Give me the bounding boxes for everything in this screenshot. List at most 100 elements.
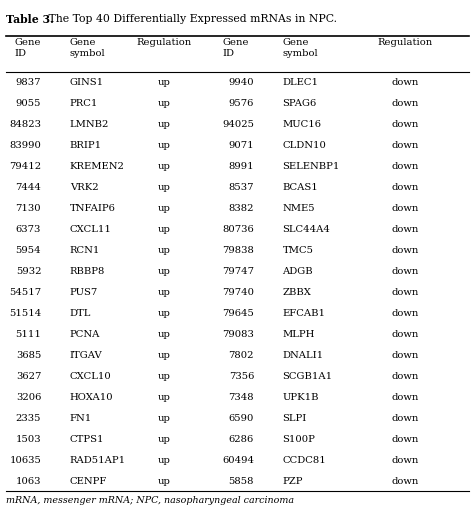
Text: Table 3.: Table 3. — [6, 14, 54, 25]
Text: down: down — [392, 120, 419, 130]
Text: 79838: 79838 — [222, 246, 254, 255]
Text: SLPI: SLPI — [283, 414, 307, 423]
Text: 7348: 7348 — [228, 393, 254, 402]
Text: 9071: 9071 — [228, 141, 254, 150]
Text: 6286: 6286 — [229, 435, 254, 444]
Text: up: up — [158, 309, 171, 318]
Text: down: down — [392, 477, 419, 486]
Text: down: down — [392, 78, 419, 87]
Text: Regulation: Regulation — [137, 38, 192, 47]
Text: 10635: 10635 — [9, 456, 41, 465]
Text: down: down — [392, 414, 419, 423]
Text: 80736: 80736 — [222, 225, 254, 234]
Text: BRIP1: BRIP1 — [70, 141, 102, 150]
Text: ADGB: ADGB — [283, 267, 313, 276]
Text: MLPH: MLPH — [283, 330, 315, 339]
Text: NME5: NME5 — [283, 204, 315, 213]
Text: 94025: 94025 — [222, 120, 254, 130]
Text: HOXA10: HOXA10 — [70, 393, 113, 402]
Text: 5111: 5111 — [15, 330, 41, 339]
Text: up: up — [158, 456, 171, 465]
Text: down: down — [392, 351, 419, 360]
Text: CXCL11: CXCL11 — [70, 225, 111, 234]
Text: down: down — [392, 372, 419, 381]
Text: 79083: 79083 — [222, 330, 254, 339]
Text: 54517: 54517 — [9, 288, 41, 297]
Text: 79412: 79412 — [9, 162, 41, 171]
Text: up: up — [158, 435, 171, 444]
Text: EFCAB1: EFCAB1 — [283, 309, 326, 318]
Text: 3206: 3206 — [16, 393, 41, 402]
Text: 79740: 79740 — [222, 288, 254, 297]
Text: 79645: 79645 — [222, 309, 254, 318]
Text: RAD51AP1: RAD51AP1 — [70, 456, 126, 465]
Text: KREMEN2: KREMEN2 — [70, 162, 125, 171]
Text: 5954: 5954 — [16, 246, 41, 255]
Text: 84823: 84823 — [9, 120, 41, 130]
Text: Regulation: Regulation — [378, 38, 433, 47]
Text: 2335: 2335 — [16, 414, 41, 423]
Text: RBBP8: RBBP8 — [70, 267, 105, 276]
Text: 79747: 79747 — [222, 267, 254, 276]
Text: SCGB1A1: SCGB1A1 — [283, 372, 333, 381]
Text: up: up — [158, 141, 171, 150]
Text: TNFAIP6: TNFAIP6 — [70, 204, 116, 213]
Text: PCNA: PCNA — [70, 330, 100, 339]
Text: down: down — [392, 204, 419, 213]
Text: 7130: 7130 — [16, 204, 41, 213]
Text: DTL: DTL — [70, 309, 91, 318]
Text: up: up — [158, 225, 171, 234]
Text: Gene
ID: Gene ID — [14, 38, 41, 58]
Text: up: up — [158, 99, 171, 108]
Text: 8537: 8537 — [228, 183, 254, 192]
Text: 7356: 7356 — [228, 372, 254, 381]
Text: down: down — [392, 330, 419, 339]
Text: up: up — [158, 414, 171, 423]
Text: up: up — [158, 477, 171, 486]
Text: down: down — [392, 246, 419, 255]
Text: 1063: 1063 — [16, 477, 41, 486]
Text: 7802: 7802 — [228, 351, 254, 360]
Text: up: up — [158, 267, 171, 276]
Text: MUC16: MUC16 — [283, 120, 321, 130]
Text: up: up — [158, 204, 171, 213]
Text: CCDC81: CCDC81 — [283, 456, 326, 465]
Text: down: down — [392, 288, 419, 297]
Text: Gene
symbol: Gene symbol — [70, 38, 105, 58]
Text: 83990: 83990 — [9, 141, 41, 150]
Text: up: up — [158, 78, 171, 87]
Text: The Top 40 Differentially Expressed mRNAs in NPC.: The Top 40 Differentially Expressed mRNA… — [45, 14, 337, 24]
Text: 6590: 6590 — [228, 414, 254, 423]
Text: Gene
ID: Gene ID — [222, 38, 249, 58]
Text: 9576: 9576 — [228, 99, 254, 108]
Text: down: down — [392, 267, 419, 276]
Text: DLEC1: DLEC1 — [283, 78, 319, 87]
Text: DNALI1: DNALI1 — [283, 351, 324, 360]
Text: down: down — [392, 456, 419, 465]
Text: up: up — [158, 162, 171, 171]
Text: PRC1: PRC1 — [70, 99, 98, 108]
Text: SELENBP1: SELENBP1 — [283, 162, 340, 171]
Text: UPK1B: UPK1B — [283, 393, 319, 402]
Text: up: up — [158, 120, 171, 130]
Text: 7444: 7444 — [15, 183, 41, 192]
Text: 9940: 9940 — [228, 78, 254, 87]
Text: CTPS1: CTPS1 — [70, 435, 104, 444]
Text: VRK2: VRK2 — [70, 183, 98, 192]
Text: 60494: 60494 — [222, 456, 254, 465]
Text: Gene
symbol: Gene symbol — [283, 38, 318, 58]
Text: down: down — [392, 435, 419, 444]
Text: down: down — [392, 141, 419, 150]
Text: BCAS1: BCAS1 — [283, 183, 318, 192]
Text: CXCL10: CXCL10 — [70, 372, 111, 381]
Text: 8382: 8382 — [228, 204, 254, 213]
Text: LMNB2: LMNB2 — [70, 120, 109, 130]
Text: SLC44A4: SLC44A4 — [283, 225, 330, 234]
Text: 9837: 9837 — [16, 78, 41, 87]
Text: 1503: 1503 — [16, 435, 41, 444]
Text: GINS1: GINS1 — [70, 78, 104, 87]
Text: up: up — [158, 351, 171, 360]
Text: PZP: PZP — [283, 477, 303, 486]
Text: S100P: S100P — [283, 435, 315, 444]
Text: mRNA, messenger mRNA; NPC, nasopharyngeal carcinoma: mRNA, messenger mRNA; NPC, nasopharyngea… — [6, 495, 294, 505]
